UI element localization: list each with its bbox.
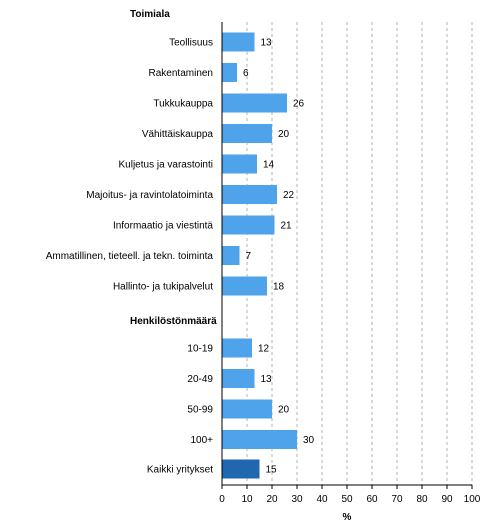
data-label: 30 [303, 435, 315, 446]
bar [222, 369, 255, 388]
category-label: Vähittäiskauppa [142, 129, 214, 140]
bar [222, 32, 255, 52]
x-tick-label: 10 [241, 494, 253, 505]
data-label: 6 [243, 68, 249, 79]
data-label: 13 [261, 38, 273, 49]
data-label: 12 [258, 344, 270, 355]
category-label: 10-19 [187, 344, 213, 355]
x-axis: 0 10 20 30 40 50 60 70 80 90 100% [219, 22, 481, 523]
bar [222, 459, 260, 479]
x-tick-label: 50 [341, 494, 353, 505]
x-tick-label: 20 [266, 494, 278, 505]
category-label: Hallinto- ja tukipalvelut [113, 282, 213, 293]
bar [222, 430, 297, 449]
group-title: Henkilöstönmäärä [130, 316, 217, 327]
x-tick-label: 0 [219, 494, 225, 505]
bar [222, 154, 257, 174]
data-label: 7 [246, 251, 252, 262]
category-label: 100+ [190, 435, 213, 446]
category-label: Teollisuus [169, 38, 213, 49]
category-label: 50-99 [187, 405, 213, 416]
data-label: 22 [283, 190, 295, 201]
x-tick-label: 60 [366, 494, 378, 505]
bar [222, 93, 287, 113]
x-tick-label: 40 [316, 494, 328, 505]
x-axis-title: % [343, 512, 352, 523]
data-label: 14 [263, 160, 275, 171]
bar [222, 215, 275, 235]
gridlines [246, 22, 473, 485]
bar [222, 246, 240, 265]
data-label: 20 [278, 129, 290, 140]
category-label: Rakentaminen [149, 68, 213, 79]
x-tick-label: 80 [416, 494, 428, 505]
bar [222, 124, 272, 143]
bar [222, 399, 272, 419]
bar [222, 338, 252, 358]
labels: Toimiala Teollisuus 13 Rakentaminen 6 Tukkuka… [46, 9, 315, 476]
x-tick-label: 30 [291, 494, 303, 505]
x-tick-label: 70 [391, 494, 403, 505]
category-label: Tukkukauppa [153, 99, 213, 110]
data-label: 18 [273, 282, 285, 293]
bar [222, 276, 267, 296]
group-title: Toimiala [130, 9, 170, 20]
bar [222, 63, 237, 82]
data-label: 21 [281, 221, 293, 232]
category-label: Majoitus- ja ravintolatoiminta [86, 190, 213, 201]
data-label: 26 [293, 99, 305, 110]
x-tick-label: 100 [464, 494, 481, 505]
bars [222, 32, 297, 479]
data-label: 15 [266, 465, 278, 476]
bar [222, 185, 277, 204]
category-label: Informaatio ja viestintä [113, 221, 213, 232]
data-label: 13 [261, 374, 273, 385]
category-label: 20-49 [187, 374, 213, 385]
category-label: Ammatillinen, tieteell. ja tekn. toimint… [46, 251, 214, 262]
x-tick-label: 90 [441, 494, 453, 505]
category-label: Kuljetus ja varastointi [119, 160, 214, 171]
data-label: 20 [278, 405, 290, 416]
category-label: Kaikki yritykset [147, 465, 213, 476]
